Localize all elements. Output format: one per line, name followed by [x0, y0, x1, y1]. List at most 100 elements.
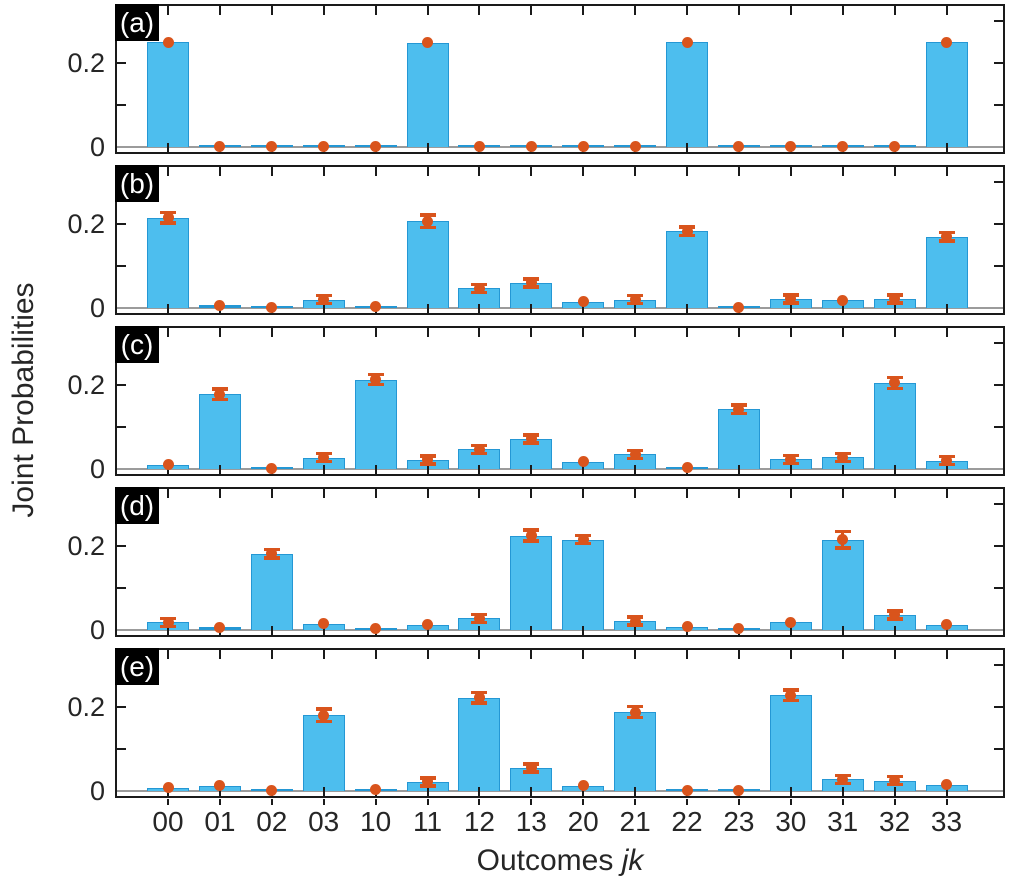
x-tick-bottom [789, 787, 792, 796]
bar-00 [147, 42, 189, 147]
y-tick-label-0: 0 [89, 776, 105, 806]
x-tick-bottom [582, 626, 585, 635]
x-tick-top [789, 489, 792, 498]
error-marker-33 [941, 779, 952, 791]
x-tick-top [686, 650, 688, 659]
error-marker-20 [577, 141, 589, 153]
x-axis-label-text: Outcomes [476, 844, 622, 877]
x-tick-bottom [270, 626, 273, 635]
y-tick-right [994, 426, 1003, 428]
x-tick-top [167, 328, 169, 337]
x-tick-top [893, 328, 896, 337]
x-tick-top [374, 328, 377, 337]
x-tick-bottom [167, 304, 169, 313]
x-tick-bottom [945, 787, 948, 796]
x-tick-top [530, 6, 533, 15]
x-tick-bottom [530, 626, 533, 635]
error-marker-23 [733, 403, 745, 415]
y-axis-label: Joint Probabilities [7, 282, 41, 517]
error-marker-01 [214, 299, 226, 311]
x-tick-top [374, 6, 377, 15]
error-marker-12 [473, 443, 485, 455]
error-marker-21 [629, 448, 641, 460]
error-marker-02 [266, 548, 278, 560]
x-tick-top [322, 650, 325, 659]
panel-label-e: (e) [115, 648, 159, 685]
x-tick-top [374, 650, 377, 659]
y-tick-left [117, 587, 126, 589]
x-tick-top [582, 650, 585, 659]
x-tick-top [270, 167, 273, 176]
bar-00 [147, 217, 189, 308]
x-tick-top [945, 489, 948, 498]
x-tick-top [270, 650, 273, 659]
y-tick-label-02: 0.2 [67, 531, 105, 561]
x-tick-label-21: 21 [619, 806, 651, 837]
error-marker-31 [837, 141, 849, 153]
x-tick-top [634, 6, 637, 15]
x-tick-top [893, 6, 896, 15]
error-marker-33 [941, 36, 952, 48]
bar-20 [562, 539, 605, 630]
x-tick-outward [426, 799, 429, 805]
x-tick-outward [374, 799, 377, 805]
panel-label-a: (a) [115, 4, 159, 41]
error-marker-21 [629, 706, 641, 718]
error-marker-33 [941, 455, 952, 467]
x-tick-top [218, 6, 221, 15]
panel-a: 0.2 0 (a) [67, 4, 1005, 162]
error-marker-03 [318, 452, 330, 464]
x-tick-bottom [789, 626, 792, 635]
panel-label-b: (b) [115, 165, 159, 202]
error-marker-00 [162, 36, 174, 48]
x-tick-outward [686, 799, 688, 805]
x-tick-top [530, 650, 533, 659]
x-tick-outward [478, 799, 481, 805]
x-tick-top [322, 6, 325, 15]
x-tick-top [167, 489, 169, 498]
x-tick-bottom [945, 143, 948, 152]
y-tick-left [117, 104, 126, 106]
x-tick-bottom [582, 465, 585, 474]
x-tick-top [218, 167, 221, 176]
error-cap-31 [834, 529, 851, 534]
panels-container: 0.2 0 (a) 0.2 0 (b) 0.2 0 (c) 0.2 0 (d) 0.2 0 (e) [67, 4, 1005, 809]
zero-baseline [117, 146, 1003, 148]
bar-21 [614, 712, 657, 791]
x-tick-outward [530, 799, 533, 805]
x-tick-label-20: 20 [567, 806, 599, 837]
x-tick-bottom [530, 465, 533, 474]
error-marker-11 [422, 454, 433, 466]
x-tick-label-03: 03 [308, 806, 340, 837]
x-tick-bottom [841, 787, 844, 796]
error-marker-02 [266, 141, 278, 153]
x-tick-bottom [322, 626, 325, 635]
y-tick-label-0: 0 [89, 132, 105, 162]
error-marker-32 [889, 293, 901, 305]
x-tick-top [270, 489, 273, 498]
y-tick-right [994, 181, 1003, 183]
x-tick-label-33: 33 [930, 806, 963, 837]
y-tick-left [117, 748, 126, 750]
error-marker-30 [785, 453, 797, 465]
x-tick-outward [634, 799, 637, 805]
error-marker-30 [785, 141, 797, 153]
x-tick-outward [270, 799, 273, 805]
x-tick-top [841, 328, 844, 337]
error-marker-32 [889, 609, 901, 621]
y-tick-right [994, 503, 1003, 505]
x-tick-bottom [893, 465, 896, 474]
bar-33 [925, 42, 968, 147]
error-marker-10 [370, 622, 382, 634]
panel-label-c: (c) [115, 326, 159, 363]
y-tick-label-02: 0.2 [67, 370, 105, 400]
error-marker-02 [266, 462, 278, 474]
error-marker-01 [214, 780, 226, 792]
x-tick-label-32: 32 [879, 806, 911, 837]
error-marker-31 [837, 773, 849, 785]
x-tick-label-22: 22 [671, 806, 703, 837]
error-marker-22 [681, 462, 693, 474]
error-marker-03 [318, 141, 330, 153]
x-tick-bottom [686, 304, 688, 313]
x-tick-bottom [530, 787, 533, 796]
